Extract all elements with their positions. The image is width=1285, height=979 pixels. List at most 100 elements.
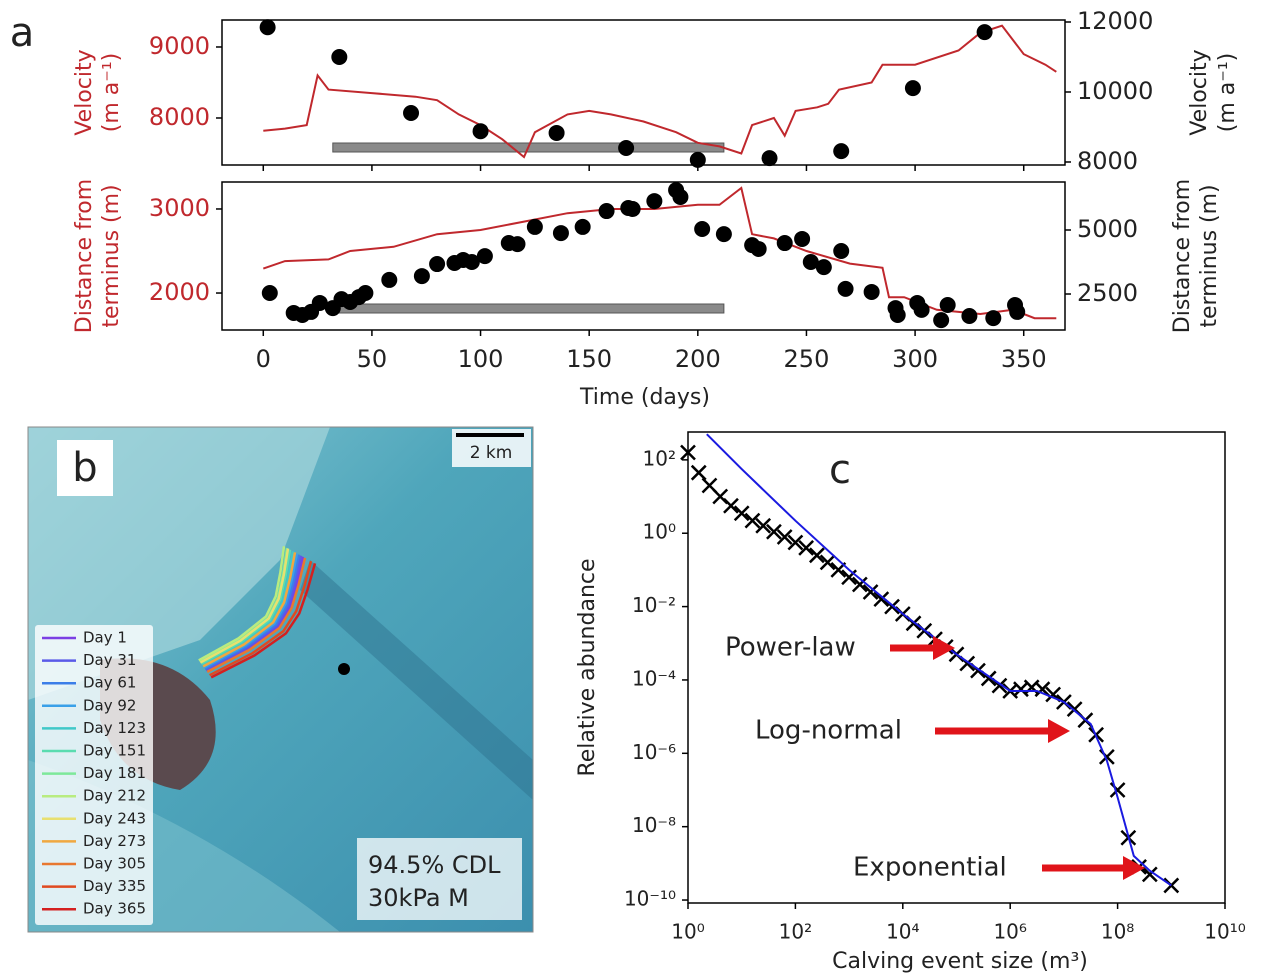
x-marker bbox=[798, 539, 815, 556]
annotation: 94.5% CDL bbox=[368, 851, 501, 879]
data-point bbox=[750, 240, 767, 257]
y2-tick-label: 2500 bbox=[1077, 279, 1138, 307]
data-point bbox=[331, 48, 348, 65]
data-point bbox=[381, 271, 398, 288]
data-line bbox=[706, 433, 1172, 887]
data-point bbox=[574, 218, 591, 235]
x-marker bbox=[776, 529, 793, 545]
terminus-line bbox=[198, 546, 286, 662]
x-tick-label: 250 bbox=[784, 345, 830, 373]
data-point bbox=[933, 312, 950, 329]
x-marker bbox=[723, 497, 739, 514]
terminus-line bbox=[205, 556, 305, 672]
legend-label: Day 123 bbox=[83, 719, 146, 737]
data-point bbox=[833, 242, 850, 259]
y-axis-label: Relative abundance bbox=[575, 558, 600, 776]
annotation-box bbox=[357, 838, 522, 920]
data-point bbox=[311, 294, 328, 311]
data-point bbox=[429, 256, 446, 273]
y-tick-label: 8000 bbox=[149, 103, 210, 131]
panel-label: b bbox=[72, 445, 97, 491]
x-tick-label: 300 bbox=[892, 345, 938, 373]
arrow-head bbox=[1048, 719, 1070, 743]
legend-label: Day 1 bbox=[83, 629, 127, 647]
data-point bbox=[598, 203, 615, 220]
y-tick-label: 9000 bbox=[149, 32, 210, 60]
data-point bbox=[802, 254, 819, 271]
legend-label: Day 212 bbox=[83, 787, 146, 805]
y-tick-label: 10⁰ bbox=[643, 520, 676, 544]
data-line bbox=[262, 186, 1057, 320]
data-line bbox=[263, 24, 1057, 159]
y-axis-label: Distance from bbox=[72, 179, 97, 333]
legend-label: Day 181 bbox=[83, 764, 146, 782]
data-point bbox=[689, 151, 706, 168]
data-point bbox=[413, 268, 430, 285]
y2-tick-label: 10000 bbox=[1077, 77, 1153, 105]
y2-tick-label: 5000 bbox=[1077, 215, 1138, 243]
data-point bbox=[776, 235, 793, 252]
x-tick-label: 10⁸ bbox=[1101, 920, 1134, 944]
terminus-line bbox=[204, 554, 301, 670]
scale-label: 2 km bbox=[470, 443, 513, 463]
x-marker bbox=[862, 584, 879, 600]
data-point bbox=[463, 254, 480, 271]
x-marker bbox=[787, 534, 804, 551]
terminus-line bbox=[205, 555, 303, 671]
x-tick-label: 10⁴ bbox=[886, 920, 919, 944]
annotation: 30kPa M bbox=[368, 884, 469, 912]
y-tick-label: 10⁻⁴ bbox=[632, 666, 676, 690]
data-point bbox=[259, 19, 276, 36]
data-point bbox=[476, 248, 493, 265]
data-point bbox=[939, 297, 956, 314]
data-point bbox=[833, 143, 850, 160]
y-tick-label: 10⁻² bbox=[632, 593, 676, 617]
panel-label: c bbox=[829, 447, 851, 493]
data-point bbox=[509, 236, 526, 253]
y-tick-label: 10⁻⁶ bbox=[632, 740, 676, 764]
data-point bbox=[904, 80, 921, 97]
x-marker bbox=[690, 464, 707, 481]
x-marker bbox=[1141, 866, 1158, 883]
x-tick-label: 10⁰ bbox=[671, 920, 704, 944]
legend-box bbox=[35, 625, 153, 925]
x-tick-label: 350 bbox=[1001, 345, 1047, 373]
x-tick-label: 0 bbox=[256, 345, 271, 373]
terminus-line bbox=[200, 549, 292, 665]
legend-label: Day 243 bbox=[83, 809, 146, 827]
y2-tick-label: 8000 bbox=[1077, 147, 1138, 175]
y-tick-label: 2000 bbox=[149, 278, 210, 306]
data-point bbox=[646, 193, 663, 210]
y2-axis-label: (m a⁻¹) bbox=[1215, 53, 1240, 133]
data-point bbox=[526, 218, 543, 235]
terminus-line bbox=[206, 557, 307, 674]
x-marker bbox=[819, 554, 836, 571]
terminus-line bbox=[202, 552, 297, 668]
data-point bbox=[1009, 303, 1026, 320]
data-point bbox=[694, 220, 711, 237]
data-point bbox=[403, 104, 420, 121]
annotation: Log-normal bbox=[755, 716, 902, 746]
y-tick-label: 3000 bbox=[149, 194, 210, 222]
arrow-head bbox=[1123, 856, 1145, 880]
data-point bbox=[815, 259, 832, 276]
terminus-line bbox=[201, 551, 295, 667]
x-marker bbox=[1109, 782, 1126, 798]
y-tick-label: 10⁻⁸ bbox=[632, 813, 676, 837]
data-point bbox=[672, 188, 689, 205]
data-point bbox=[618, 139, 635, 156]
terminus-line bbox=[209, 560, 313, 677]
y2-axis-label: terminus (m) bbox=[1197, 184, 1222, 327]
y2-axis-label: Velocity bbox=[1187, 49, 1212, 135]
data-point bbox=[552, 225, 569, 242]
annotation: Power-law bbox=[725, 633, 856, 663]
x-marker bbox=[755, 517, 772, 534]
legend-label: Day 92 bbox=[83, 696, 136, 714]
x-marker bbox=[680, 444, 696, 461]
data-point bbox=[837, 280, 854, 297]
data-point bbox=[472, 123, 489, 140]
x-tick-label: 200 bbox=[675, 345, 721, 373]
data-point bbox=[761, 150, 778, 167]
x-axis-label: Calving event size (m³) bbox=[832, 949, 1088, 974]
data-point bbox=[715, 226, 732, 243]
